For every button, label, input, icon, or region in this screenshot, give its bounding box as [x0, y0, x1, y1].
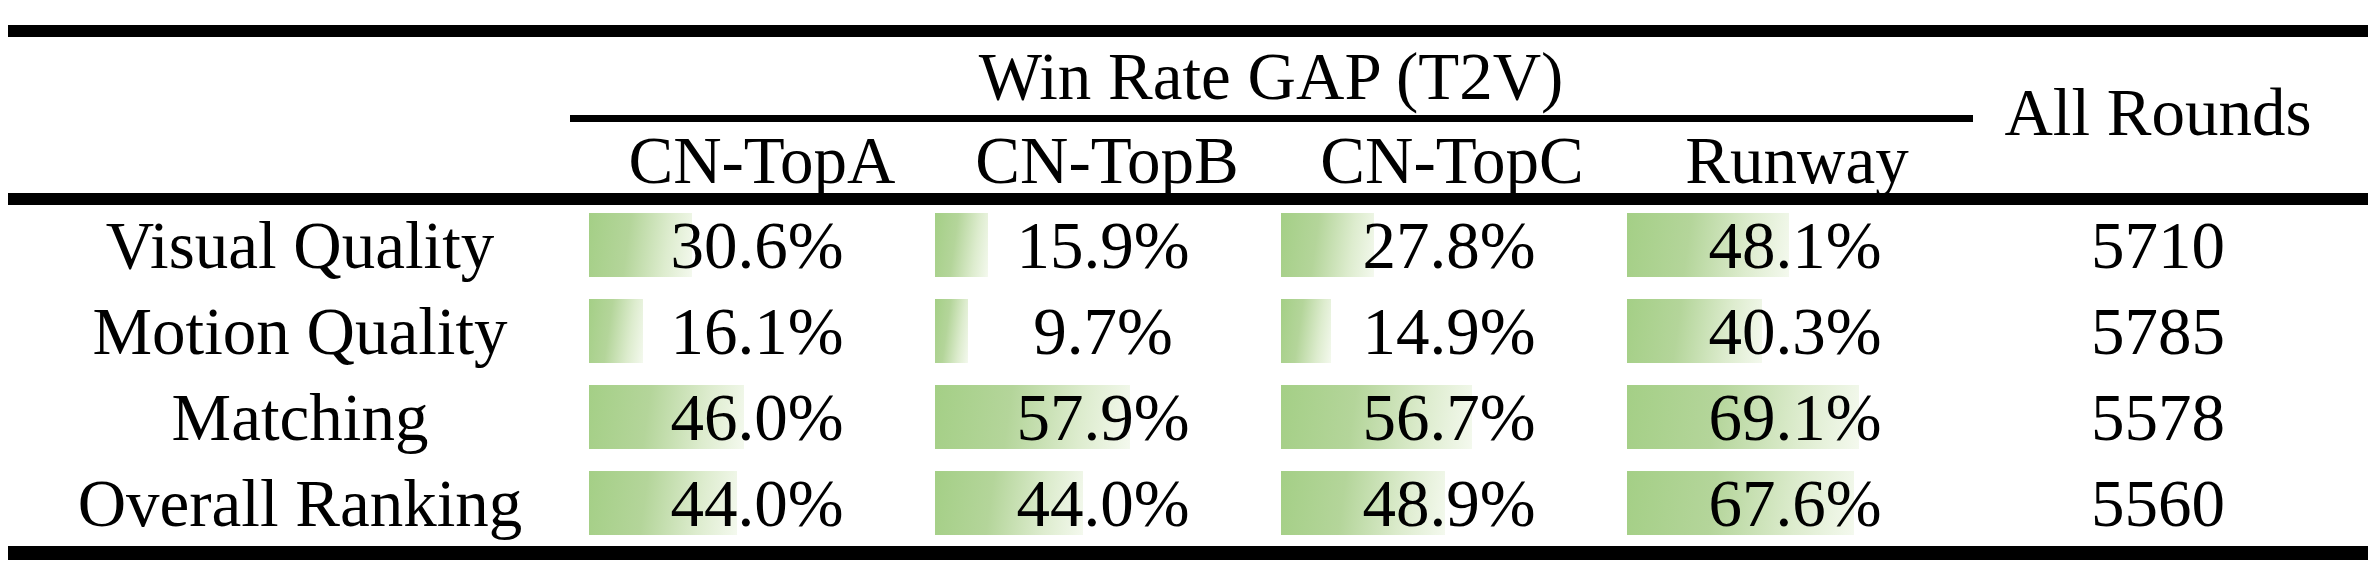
- win-rate-value: 9.7%: [1033, 298, 1173, 365]
- win-rate-cell: 46.0%: [589, 385, 925, 449]
- all-rounds-value: 5560: [2091, 470, 2225, 537]
- win-rate-cell: 16.1%: [589, 299, 925, 363]
- win-rate-value: 57.9%: [1016, 384, 1189, 451]
- all-rounds-value: 5710: [2091, 212, 2225, 279]
- win-rate-value: 44.0%: [1016, 470, 1189, 537]
- column-header-all-rounds: All Rounds: [2004, 79, 2311, 146]
- win-rate-value: 40.3%: [1708, 298, 1881, 365]
- win-rate-cell: 40.3%: [1627, 299, 1963, 363]
- row-label: Overall Ranking: [78, 470, 523, 537]
- rule-bottom: [8, 546, 2368, 560]
- win-rate-value: 69.1%: [1708, 384, 1881, 451]
- rule-top: [8, 25, 2368, 37]
- column-header-cn-topb: CN-TopB: [975, 127, 1238, 194]
- win-rate-value: 16.1%: [670, 298, 843, 365]
- win-rate-value: 30.6%: [670, 212, 843, 279]
- rule-group-underline: [570, 115, 1973, 122]
- win-rate-value: 48.9%: [1362, 470, 1535, 537]
- win-rate-value: 27.8%: [1362, 212, 1535, 279]
- win-rate-cell: 44.0%: [935, 471, 1271, 535]
- win-rate-value: 15.9%: [1016, 212, 1189, 279]
- column-header-runway: Runway: [1685, 127, 1908, 194]
- win-rate-cell: 69.1%: [1627, 385, 1963, 449]
- all-rounds-value: 5578: [2091, 384, 2225, 451]
- win-rate-value: 56.7%: [1362, 384, 1535, 451]
- win-rate-value: 44.0%: [670, 470, 843, 537]
- row-label: Visual Quality: [106, 212, 495, 279]
- win-rate-bar: [589, 299, 643, 363]
- column-header-cn-topa: CN-TopA: [628, 127, 895, 194]
- win-rate-value: 46.0%: [670, 384, 843, 451]
- win-rate-value: 48.1%: [1708, 212, 1881, 279]
- all-rounds-value: 5785: [2091, 298, 2225, 365]
- win-rate-cell: 14.9%: [1281, 299, 1617, 363]
- win-rate-cell: 9.7%: [935, 299, 1271, 363]
- column-header-cn-topc: CN-TopC: [1320, 127, 1583, 194]
- win-rate-cell: 48.9%: [1281, 471, 1617, 535]
- win-rate-bar: [935, 213, 988, 277]
- win-rate-bar: [1281, 213, 1374, 277]
- win-rate-cell: 48.1%: [1627, 213, 1963, 277]
- win-rate-bar: [935, 299, 968, 363]
- win-rate-value: 14.9%: [1362, 298, 1535, 365]
- row-label: Motion Quality: [92, 298, 507, 365]
- row-label: Matching: [172, 384, 429, 451]
- win-rate-cell: 27.8%: [1281, 213, 1617, 277]
- win-rate-bar: [1281, 299, 1331, 363]
- win-rate-cell: 56.7%: [1281, 385, 1617, 449]
- group-title: Win Rate GAP (T2V): [979, 43, 1564, 110]
- win-rate-cell: 67.6%: [1627, 471, 1963, 535]
- win-rate-cell: 57.9%: [935, 385, 1271, 449]
- win-rate-cell: 15.9%: [935, 213, 1271, 277]
- paper-table: Win Rate GAP (T2V) All Rounds CN-TopA CN…: [0, 0, 2376, 568]
- win-rate-cell: 44.0%: [589, 471, 925, 535]
- win-rate-value: 67.6%: [1708, 470, 1881, 537]
- win-rate-cell: 30.6%: [589, 213, 925, 277]
